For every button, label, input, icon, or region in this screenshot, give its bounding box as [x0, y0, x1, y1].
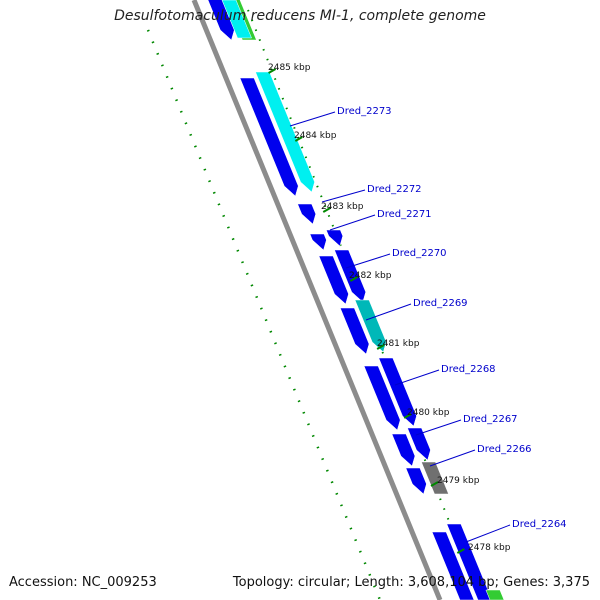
feature-block-4	[239, 77, 299, 197]
genome-summary-text: Topology: circular; Length: 3,608,104 bp…	[232, 575, 590, 590]
gene-leader-line	[289, 111, 336, 127]
feature-block-1	[207, 0, 235, 41]
gene-labels: Dred_2273 Dred_2272 Dred_2271 Dred_2270 Dred…	[289, 106, 567, 543]
feature-track	[207, 0, 505, 600]
outer-dotted-guide	[146, 29, 382, 600]
tick-label-4: 2482 kbp	[349, 271, 392, 281]
feature-block-15	[391, 433, 416, 467]
tick-mark	[430, 481, 439, 487]
tick-mark	[456, 548, 465, 554]
feature-block-17	[405, 467, 427, 495]
tick-mark	[349, 276, 358, 282]
gene-leader-line	[415, 419, 462, 436]
gene-leader-line	[365, 303, 412, 321]
tick-label-1: 2485 kbp	[268, 63, 311, 73]
tick-mark	[376, 344, 385, 350]
gene-label-dred_2271: Dred_2271	[377, 209, 432, 220]
feature-block-5	[255, 71, 315, 193]
inner-dotted-ring	[247, 9, 481, 600]
gene-label-dred_2270: Dred_2270	[392, 248, 447, 259]
tick-mark	[294, 136, 303, 142]
position-ticks: 2485 kbp 2484 kbp 2483 kbp 2482 kbp 2481 kbp…	[268, 63, 511, 554]
gene-leader-line	[329, 214, 376, 231]
feature-block-7	[309, 233, 327, 251]
map-title: Desulfotomaculum reducens MI-1, complete…	[114, 8, 486, 24]
feature-block-21	[485, 589, 505, 600]
feature-block-14	[378, 357, 417, 427]
gene-label-dred_2272: Dred_2272	[367, 184, 422, 195]
feature-block-10	[334, 249, 366, 303]
feature-block-11	[339, 307, 370, 355]
feature-block-6	[297, 203, 317, 225]
tick-label-7: 2479 kbp	[437, 476, 480, 486]
gene-label-dred_2267: Dred_2267	[463, 414, 518, 425]
feature-block-9	[318, 255, 349, 305]
tick-label-6: 2480 kbp	[407, 408, 450, 418]
gene-leader-line	[321, 189, 366, 203]
gene-leader-line	[465, 524, 511, 543]
tick-label-2: 2484 kbp	[294, 131, 337, 141]
feature-block-19	[431, 531, 475, 600]
tick-label-5: 2481 kbp	[377, 339, 420, 349]
feature-block-3	[221, 0, 252, 39]
accession-text: Accession: NC_009253	[9, 575, 157, 590]
tick-mark	[268, 68, 277, 74]
gene-label-dred_2264: Dred_2264	[512, 519, 567, 530]
feature-block-18	[421, 461, 449, 495]
feature-block-20	[446, 523, 493, 600]
tick-label-8: 2478 kbp	[468, 543, 511, 553]
gene-label-dred_2269: Dred_2269	[413, 298, 468, 309]
gene-label-dred_2268: Dred_2268	[441, 364, 496, 375]
gene-label-dred_2266: Dred_2266	[477, 444, 532, 455]
gene-leader-line	[345, 253, 391, 269]
feature-block-8	[325, 229, 344, 247]
tick-mark	[403, 413, 412, 419]
genome-backbone	[191, 0, 443, 600]
gene-leader-line	[394, 369, 440, 386]
tick-label-3: 2483 kbp	[321, 202, 364, 212]
feature-block-13	[363, 365, 401, 431]
feature-block-12	[354, 299, 387, 353]
gene-label-dred_2273: Dred_2273	[337, 106, 392, 117]
tick-mark	[322, 207, 331, 213]
gene-leader-line	[429, 449, 476, 467]
feature-block-16	[407, 427, 431, 461]
